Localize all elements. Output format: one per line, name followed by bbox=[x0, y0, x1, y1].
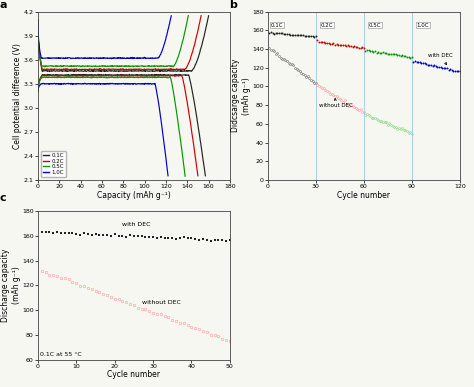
X-axis label: Cycle number: Cycle number bbox=[108, 370, 160, 380]
Text: 0.5C: 0.5C bbox=[369, 23, 381, 28]
Text: a: a bbox=[0, 0, 7, 10]
Text: b: b bbox=[229, 0, 237, 10]
Y-axis label: Cell potential difference (V): Cell potential difference (V) bbox=[13, 43, 22, 149]
Text: 0.2C: 0.2C bbox=[320, 23, 333, 28]
Y-axis label: Didcsarge capacity
(mAh g⁻¹): Didcsarge capacity (mAh g⁻¹) bbox=[231, 59, 250, 132]
X-axis label: Cycle number: Cycle number bbox=[337, 190, 390, 200]
Text: 0.1C: 0.1C bbox=[271, 23, 283, 28]
Legend: 0.1C, 0.2C, 0.5C, 1.0C: 0.1C, 0.2C, 0.5C, 1.0C bbox=[41, 151, 66, 177]
Text: 0.1C at 55 °C: 0.1C at 55 °C bbox=[40, 352, 82, 357]
Y-axis label: Discharge capacity
(mAh g⁻¹): Discharge capacity (mAh g⁻¹) bbox=[1, 249, 20, 322]
Text: without DEC: without DEC bbox=[142, 300, 181, 305]
X-axis label: Capacity (mAh g⁻¹): Capacity (mAh g⁻¹) bbox=[97, 190, 171, 200]
Text: 1.0C: 1.0C bbox=[417, 23, 429, 28]
Text: with DEC: with DEC bbox=[122, 222, 151, 227]
Text: without DEC: without DEC bbox=[319, 98, 353, 108]
Text: c: c bbox=[0, 194, 6, 204]
Text: with DEC: with DEC bbox=[428, 53, 453, 65]
